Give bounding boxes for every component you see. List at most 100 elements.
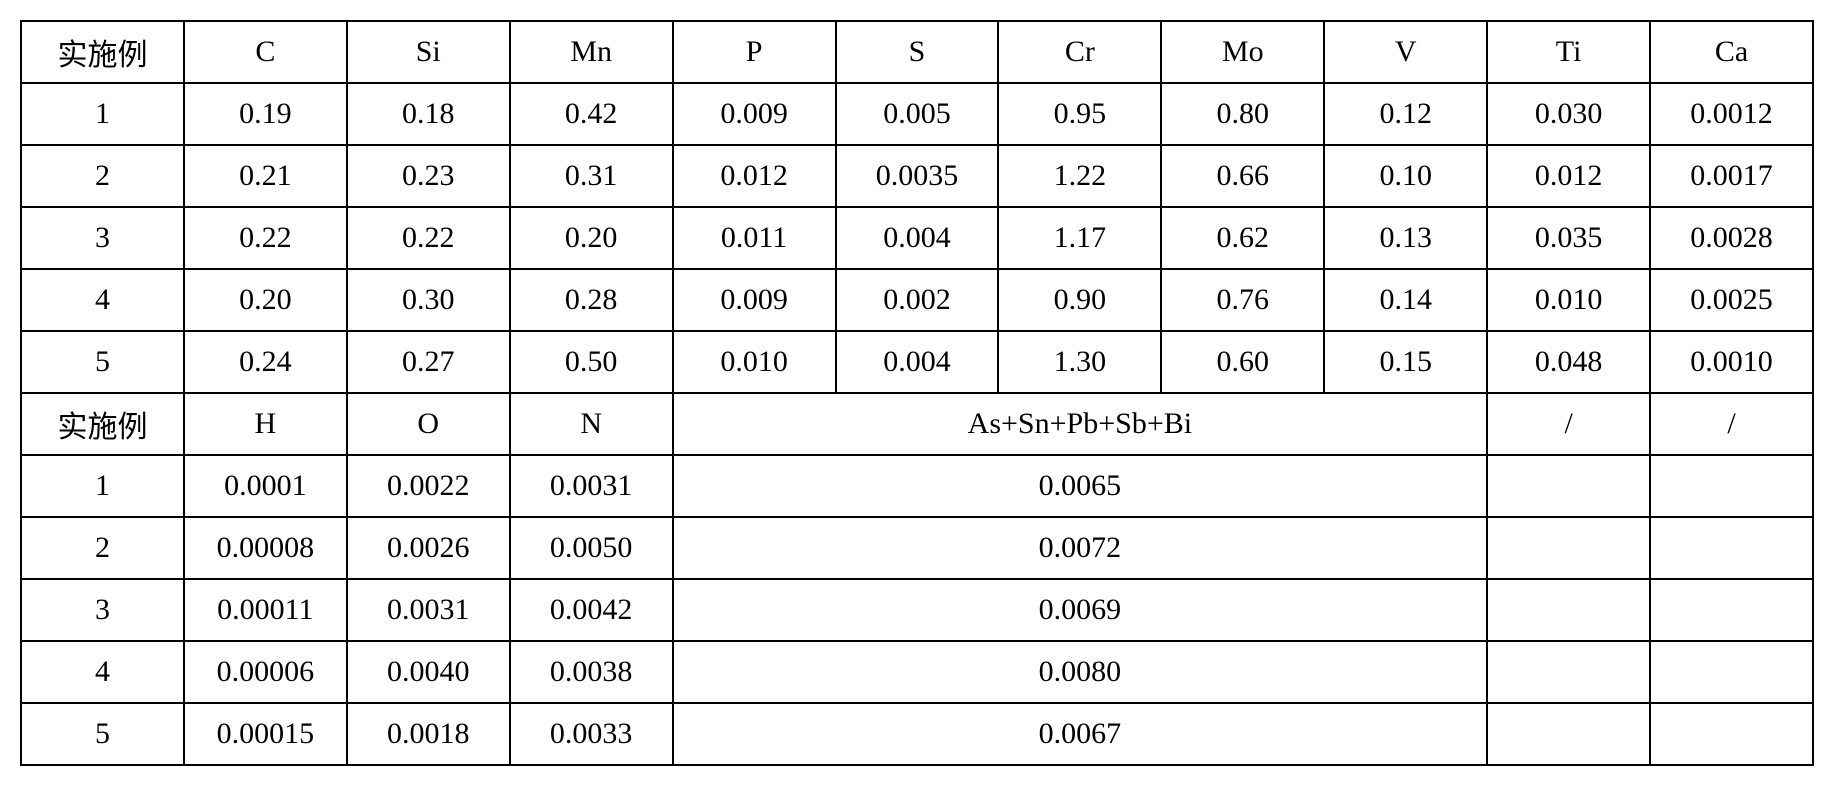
cell: 0.004 <box>836 207 999 269</box>
cell: 0.60 <box>1161 331 1324 393</box>
cell: 0.76 <box>1161 269 1324 331</box>
cell: 0.30 <box>347 269 510 331</box>
cell: 0.27 <box>347 331 510 393</box>
cell: 1.17 <box>998 207 1161 269</box>
cell: 0.20 <box>510 207 673 269</box>
cell: 0.18 <box>347 83 510 145</box>
cell: 0.0033 <box>510 703 673 765</box>
row-id: 1 <box>21 455 184 517</box>
cell: 0.030 <box>1487 83 1650 145</box>
col-slash-1: / <box>1487 393 1650 455</box>
cell: 0.012 <box>673 145 836 207</box>
cell: 0.0042 <box>510 579 673 641</box>
cell-merged: 0.0080 <box>673 641 1488 703</box>
cell: 0.21 <box>184 145 347 207</box>
col-merged: As+Sn+Pb+Sb+Bi <box>673 393 1488 455</box>
table-row: 1 0.19 0.18 0.42 0.009 0.005 0.95 0.80 0… <box>21 83 1813 145</box>
row-id: 5 <box>21 703 184 765</box>
cell: 0.66 <box>1161 145 1324 207</box>
cell: 0.0038 <box>510 641 673 703</box>
col-c: C <box>184 21 347 83</box>
cell: 0.009 <box>673 83 836 145</box>
cell: 0.22 <box>184 207 347 269</box>
row-id: 4 <box>21 641 184 703</box>
cell: 0.00008 <box>184 517 347 579</box>
table-header-row-1: 实施例 C Si Mn P S Cr Mo V Ti Ca <box>21 21 1813 83</box>
col-v: V <box>1324 21 1487 83</box>
cell-empty <box>1487 641 1650 703</box>
row-id: 1 <box>21 83 184 145</box>
cell: 0.002 <box>836 269 999 331</box>
cell: 0.31 <box>510 145 673 207</box>
cell-merged: 0.0065 <box>673 455 1488 517</box>
cell: 0.0035 <box>836 145 999 207</box>
col-ti: Ti <box>1487 21 1650 83</box>
cell: 0.0031 <box>347 579 510 641</box>
row-id: 2 <box>21 145 184 207</box>
cell: 0.0012 <box>1650 83 1813 145</box>
col-cr: Cr <box>998 21 1161 83</box>
cell: 0.28 <box>510 269 673 331</box>
cell: 0.20 <box>184 269 347 331</box>
cell: 0.12 <box>1324 83 1487 145</box>
col-mo: Mo <box>1161 21 1324 83</box>
cell-merged: 0.0069 <box>673 579 1488 641</box>
row-id: 3 <box>21 579 184 641</box>
cell: 0.00015 <box>184 703 347 765</box>
cell: 0.004 <box>836 331 999 393</box>
header-label-2: 实施例 <box>21 393 184 455</box>
cell: 0.0026 <box>347 517 510 579</box>
cell: 0.0028 <box>1650 207 1813 269</box>
cell: 0.0017 <box>1650 145 1813 207</box>
cell: 0.13 <box>1324 207 1487 269</box>
cell: 0.19 <box>184 83 347 145</box>
cell: 0.005 <box>836 83 999 145</box>
row-id: 3 <box>21 207 184 269</box>
row-id: 5 <box>21 331 184 393</box>
cell: 0.62 <box>1161 207 1324 269</box>
cell: 0.95 <box>998 83 1161 145</box>
cell: 0.010 <box>1487 269 1650 331</box>
table-row: 3 0.00011 0.0031 0.0042 0.0069 <box>21 579 1813 641</box>
cell: 0.42 <box>510 83 673 145</box>
cell: 0.22 <box>347 207 510 269</box>
cell-merged: 0.0072 <box>673 517 1488 579</box>
cell-empty <box>1487 517 1650 579</box>
cell: 0.24 <box>184 331 347 393</box>
cell: 0.0010 <box>1650 331 1813 393</box>
cell-merged: 0.0067 <box>673 703 1488 765</box>
cell: 0.00006 <box>184 641 347 703</box>
col-slash-2: / <box>1650 393 1813 455</box>
row-id: 2 <box>21 517 184 579</box>
col-h: H <box>184 393 347 455</box>
col-ca: Ca <box>1650 21 1813 83</box>
table-row: 4 0.00006 0.0040 0.0038 0.0080 <box>21 641 1813 703</box>
cell: 0.23 <box>347 145 510 207</box>
cell: 0.009 <box>673 269 836 331</box>
cell: 1.30 <box>998 331 1161 393</box>
table-row: 4 0.20 0.30 0.28 0.009 0.002 0.90 0.76 0… <box>21 269 1813 331</box>
cell: 0.14 <box>1324 269 1487 331</box>
cell: 0.0040 <box>347 641 510 703</box>
table-row: 5 0.00015 0.0018 0.0033 0.0067 <box>21 703 1813 765</box>
cell: 0.0022 <box>347 455 510 517</box>
col-p: P <box>673 21 836 83</box>
cell: 0.0025 <box>1650 269 1813 331</box>
table-row: 2 0.00008 0.0026 0.0050 0.0072 <box>21 517 1813 579</box>
cell: 0.90 <box>998 269 1161 331</box>
cell: 0.0050 <box>510 517 673 579</box>
cell: 0.048 <box>1487 331 1650 393</box>
col-s: S <box>836 21 999 83</box>
cell-empty <box>1650 703 1813 765</box>
cell: 0.012 <box>1487 145 1650 207</box>
cell: 0.50 <box>510 331 673 393</box>
header-label-1: 实施例 <box>21 21 184 83</box>
cell: 0.0001 <box>184 455 347 517</box>
cell-empty <box>1487 455 1650 517</box>
cell: 0.15 <box>1324 331 1487 393</box>
cell-empty <box>1487 579 1650 641</box>
cell-empty <box>1650 517 1813 579</box>
col-mn: Mn <box>510 21 673 83</box>
col-n: N <box>510 393 673 455</box>
col-si: Si <box>347 21 510 83</box>
